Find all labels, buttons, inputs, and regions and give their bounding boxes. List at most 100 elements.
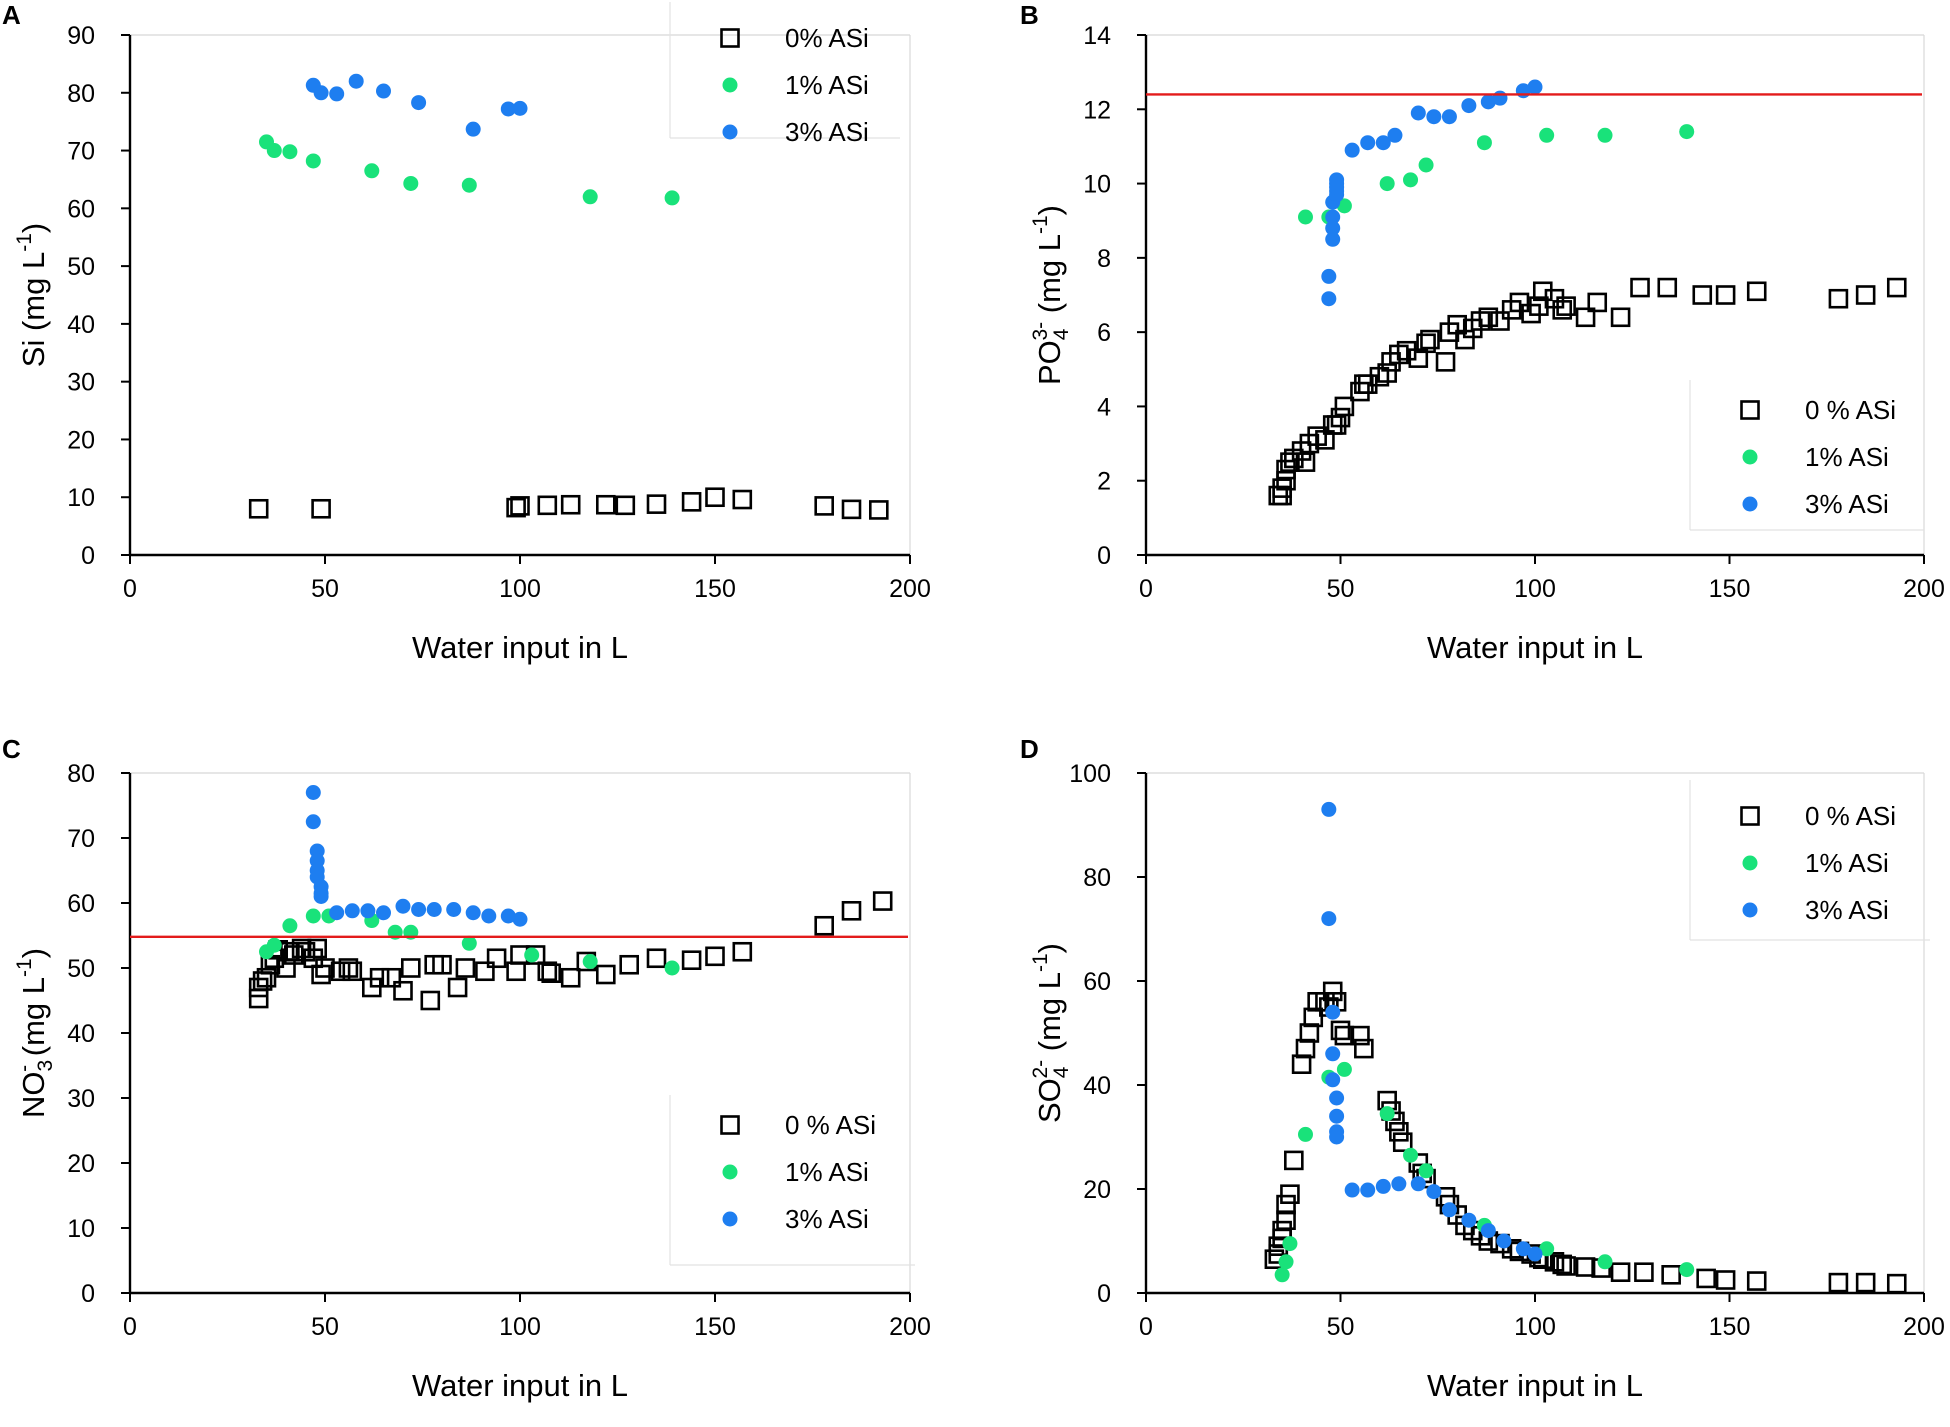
data-point-dot	[1325, 1072, 1341, 1088]
data-point-square	[814, 915, 835, 936]
y-axis-label-part: -	[13, 1065, 36, 1072]
x-tick-label: 0	[123, 1313, 137, 1341]
y-axis-label-part: (mg L	[16, 977, 51, 1065]
data-point-dot	[1597, 127, 1613, 143]
data-point-square	[1490, 311, 1510, 331]
series-2	[1321, 801, 1543, 1262]
series-1	[259, 134, 680, 206]
data-point-dot	[512, 100, 528, 116]
data-point-dot	[1325, 220, 1341, 236]
data-point-square	[646, 494, 667, 514]
data-point-square	[841, 499, 862, 520]
y-axis-label-part: 4	[1050, 328, 1073, 340]
data-point-square	[1389, 1122, 1409, 1142]
data-point-square	[841, 900, 862, 921]
data-point-dot	[461, 935, 477, 951]
data-point-dot	[465, 905, 481, 921]
legend-label: 0 % ASi	[785, 1110, 876, 1140]
data-point-dot	[313, 889, 329, 904]
data-point-dot	[376, 83, 391, 99]
data-point-square	[1334, 1025, 1355, 1046]
data-point-square	[400, 958, 421, 978]
y-tick-label: 14	[1083, 22, 1111, 50]
panel-c: C 0 50 100 150 200 0 10 20 30 40 50 60 70 80 Water inpu…	[2, 734, 931, 1403]
y-tick-label: 60	[1083, 968, 1111, 996]
data-point-dot	[1325, 231, 1341, 247]
data-point-square	[619, 954, 640, 975]
y-tick-label: 20	[1083, 1176, 1111, 1204]
data-point-square	[1855, 285, 1876, 305]
legend-marker	[720, 28, 740, 48]
data-point-square	[1715, 285, 1736, 305]
data-point-dot	[582, 954, 598, 969]
data-point-square	[1552, 1254, 1573, 1275]
y-tick-label: 80	[67, 80, 95, 108]
y-tick-label: 50	[67, 253, 95, 281]
data-point-dot	[1410, 1176, 1426, 1192]
data-point-square	[1303, 1007, 1324, 1028]
data-point-dot	[1403, 172, 1419, 188]
data-point-dot	[1441, 109, 1457, 125]
data-point-square	[510, 496, 530, 516]
data-point-square	[1886, 277, 1907, 298]
legend-label: 0% ASi	[785, 23, 869, 53]
data-point-square	[369, 967, 390, 988]
panel-label: D	[1020, 734, 1039, 764]
data-point-dot	[1527, 79, 1543, 95]
data-point-dot	[305, 814, 321, 830]
y-axis-label-part: -1	[1029, 953, 1052, 972]
x-tick-label: 0	[1139, 575, 1153, 603]
y-tick-label: 60	[67, 890, 95, 918]
y-axis-label-part: )	[1032, 943, 1067, 953]
data-point-dot	[1329, 172, 1345, 188]
data-point-dot	[1329, 1090, 1345, 1106]
panel-label: A	[2, 0, 21, 30]
y-axis-label-part: )	[16, 223, 51, 233]
y-axis-label-part: -1	[13, 233, 36, 252]
data-point-dot	[403, 175, 419, 191]
data-point-dot	[282, 144, 298, 160]
x-tick-label: 150	[1709, 1313, 1751, 1341]
data-point-square	[1295, 452, 1316, 472]
y-tick-label: 70	[67, 825, 95, 853]
x-tick-label: 50	[1327, 575, 1355, 603]
data-point-dot	[1360, 135, 1376, 151]
x-tick-label: 200	[1903, 575, 1945, 603]
data-point-square	[1715, 1270, 1736, 1290]
legend-marker	[722, 124, 738, 140]
data-point-dot	[512, 911, 528, 927]
data-point-square	[560, 494, 581, 515]
data-point-dot	[664, 190, 680, 206]
series-0	[1264, 981, 1907, 1294]
data-point-square	[1299, 1023, 1320, 1043]
x-axis-label: Water input in L	[412, 1368, 628, 1403]
panel-d: D 0 50 100 150 200 0 20 40 60 80 100 Water input in …	[1020, 734, 1945, 1403]
data-point-square	[486, 948, 507, 969]
data-point-square	[1354, 1038, 1374, 1059]
data-point-dot	[426, 902, 442, 917]
data-point-square	[705, 487, 725, 508]
data-point-square	[1575, 307, 1596, 328]
data-point-dot	[1391, 1176, 1407, 1192]
data-point-dot	[1297, 1126, 1313, 1142]
data-point-square	[1587, 292, 1608, 313]
y-tick-label: 12	[1083, 96, 1111, 124]
y-tick-label: 40	[67, 1020, 95, 1048]
data-point-square	[475, 961, 495, 982]
data-point-square	[537, 961, 558, 982]
data-point-square	[311, 964, 331, 985]
data-point-square	[1330, 407, 1351, 428]
data-point-square	[1610, 1262, 1631, 1282]
y-tick-label: 70	[67, 138, 95, 166]
y-axis-label-part: 3	[34, 1060, 57, 1072]
legend-marker	[1740, 806, 1760, 826]
y-axis-label-part: 2-	[1029, 1060, 1052, 1079]
data-point-dot	[1329, 1108, 1345, 1124]
data-point-square	[307, 938, 328, 959]
data-point-square	[432, 954, 452, 975]
data-point-dot	[395, 898, 411, 914]
data-point-dot	[1321, 291, 1337, 307]
y-tick-label: 90	[67, 22, 95, 50]
y-tick-label: 2	[1097, 468, 1111, 496]
